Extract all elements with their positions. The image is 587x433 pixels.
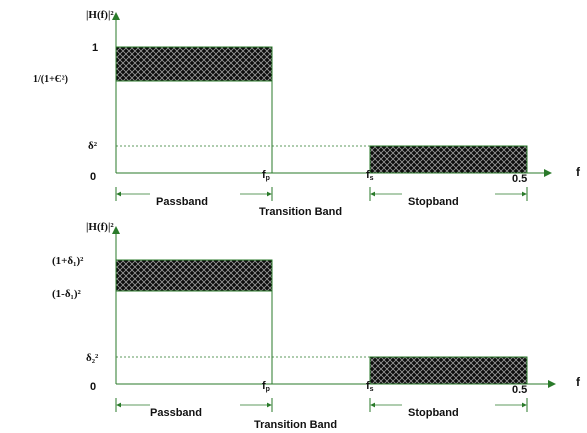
- top-passband-region: [115, 46, 273, 82]
- bottom-tick-fp: fp: [262, 380, 270, 393]
- top-x-axis-label: f: [576, 165, 581, 179]
- top-tick-half: 0.5: [512, 173, 527, 185]
- bottom-tick-zero: 0: [90, 381, 96, 393]
- bottom-tick-stop: δ₂²: [86, 352, 99, 364]
- bottom-tick-fs: fs: [366, 380, 374, 393]
- bottom-tick-pass-low: (1-δ₁)²: [52, 288, 81, 300]
- bottom-x-axis-label: f: [576, 375, 581, 389]
- top-panel: |H(f)|² f 1 1/(1+Є²) δ² 0 fp fs 0.5 Pass…: [33, 9, 581, 218]
- top-tick-zero: 0: [90, 171, 96, 183]
- top-y-axis-label: |H(f)|²: [86, 9, 114, 21]
- bottom-y-axis-label: |H(f)|²: [86, 221, 114, 233]
- top-tick-one: 1: [92, 42, 98, 54]
- bottom-passband-label: Passband: [150, 407, 202, 419]
- bottom-transition-label: Transition Band: [254, 419, 337, 431]
- top-tick-pass-low: 1/(1+Є²): [33, 74, 68, 85]
- bottom-passband-region: [115, 259, 273, 292]
- top-stopband-label: Stopband: [408, 196, 459, 208]
- top-passband-label: Passband: [156, 196, 208, 208]
- bottom-tick-half: 0.5: [512, 384, 527, 396]
- bottom-stopband-region: [369, 356, 528, 385]
- top-tick-stop: δ²: [88, 140, 98, 152]
- bottom-panel: |H(f)|² f (1+δ₁)² (1-δ₁)² δ₂² 0 fp fs 0.…: [52, 221, 581, 431]
- bottom-tick-pass-high: (1+δ₁)²: [52, 255, 84, 267]
- bottom-stopband-label: Stopband: [408, 407, 459, 419]
- top-stopband-region: [369, 145, 528, 174]
- top-tick-fs: fs: [366, 169, 374, 182]
- top-tick-fp: fp: [262, 169, 270, 182]
- top-transition-label: Transition Band: [259, 206, 342, 218]
